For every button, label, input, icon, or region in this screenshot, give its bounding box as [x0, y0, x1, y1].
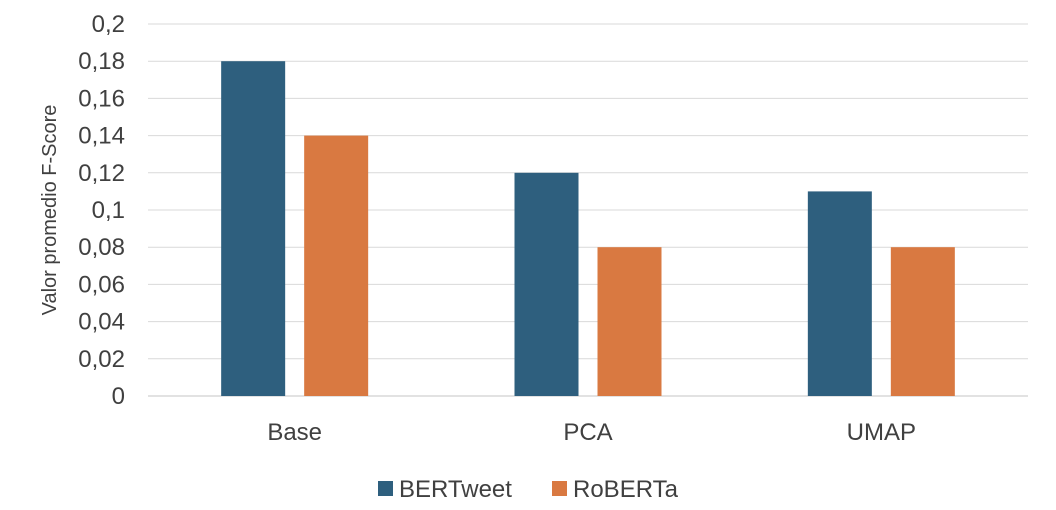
bar-roberta-umap: [890, 247, 955, 396]
legend-label-bertweet: BERTweet: [399, 476, 512, 503]
bar-roberta-pca: [597, 247, 662, 396]
bar-bertweet-base: [221, 61, 286, 396]
bar-bertweet-pca: [514, 172, 579, 396]
x-category-label: Base: [267, 419, 322, 446]
legend-swatch-roberta: [552, 481, 567, 496]
y-tick-label: 0,2: [92, 11, 125, 38]
y-tick-labels: 0 0,02 0,04 0,06 0,08 0,1 0,12 0,14 0,16 0,18 0,2: [78, 11, 125, 410]
y-axis-title: Valor promedio F-Score: [39, 105, 61, 316]
legend-label-roberta: RoBERTa: [573, 476, 679, 503]
y-tick-label: 0,12: [78, 160, 125, 187]
y-tick-label: 0,06: [78, 271, 125, 298]
legend: BERTweet RoBERTa: [378, 476, 679, 503]
y-tick-label: 0,18: [78, 48, 125, 75]
x-category-labels: Base PCA UMAP: [267, 419, 916, 446]
y-tick-label: 0,16: [78, 85, 125, 112]
x-category-label: PCA: [563, 419, 612, 446]
legend-swatch-bertweet: [378, 481, 393, 496]
bar-roberta-base: [304, 135, 369, 396]
gridlines: [148, 23, 1028, 397]
x-category-label: UMAP: [847, 419, 916, 446]
y-tick-label: 0: [112, 383, 125, 410]
bars: [221, 61, 955, 396]
y-tick-label: 0,08: [78, 234, 125, 261]
bar-bertweet-umap: [807, 191, 872, 396]
y-tick-label: 0,1: [92, 197, 125, 224]
y-tick-label: 0,14: [78, 123, 125, 150]
y-tick-label: 0,04: [78, 309, 125, 336]
y-tick-label: 0,02: [78, 346, 125, 373]
